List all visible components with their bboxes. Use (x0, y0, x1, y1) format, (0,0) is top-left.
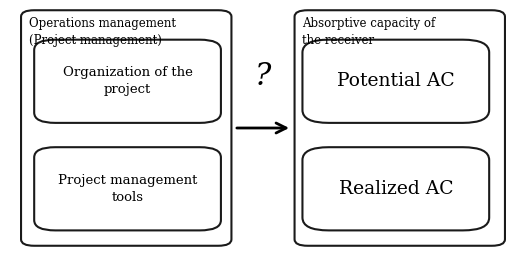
Text: Organization of the
project: Organization of the project (63, 66, 193, 96)
FancyBboxPatch shape (34, 40, 221, 123)
Text: Operations management
(Project management): Operations management (Project managemen… (29, 17, 176, 47)
Text: Realized AC: Realized AC (339, 180, 453, 198)
FancyBboxPatch shape (295, 10, 505, 246)
Text: Potential AC: Potential AC (337, 72, 454, 90)
FancyBboxPatch shape (302, 147, 489, 230)
Text: Project management
tools: Project management tools (58, 174, 197, 204)
Text: Absorptive capacity of
the receiver: Absorptive capacity of the receiver (302, 17, 436, 47)
FancyBboxPatch shape (21, 10, 231, 246)
Text: ?: ? (255, 61, 271, 92)
FancyBboxPatch shape (34, 147, 221, 230)
FancyBboxPatch shape (302, 40, 489, 123)
